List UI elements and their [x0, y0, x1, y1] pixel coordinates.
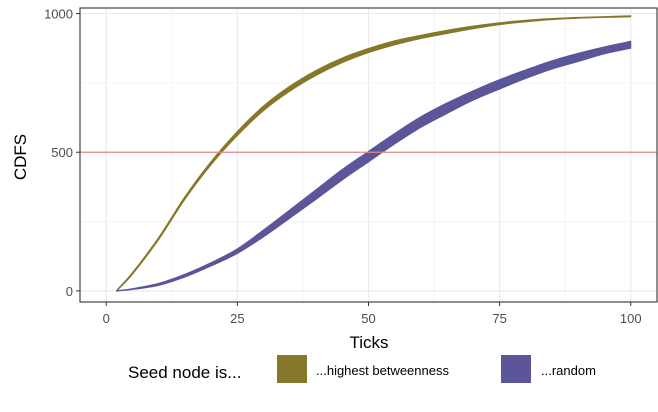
- y-tick-label: 1000: [44, 7, 73, 22]
- series-band-highest-betweenness: [116, 15, 632, 293]
- legend-swatch-highest-betweenness: [277, 355, 307, 383]
- x-axis-title: Ticks: [349, 333, 388, 352]
- legend-swatch-random: [501, 355, 531, 383]
- series-band-random: [116, 40, 632, 292]
- x-axis-ticks: 0 25 50 75 100: [103, 302, 642, 326]
- y-axis-title: CDFS: [11, 134, 30, 180]
- series-bands: [116, 15, 632, 293]
- x-tick-label: 50: [361, 311, 375, 326]
- x-tick-label: 25: [230, 311, 244, 326]
- y-tick-label: 500: [51, 145, 73, 160]
- legend: Seed node is... ...highest betweenness .…: [128, 355, 596, 383]
- x-tick-label: 0: [103, 311, 110, 326]
- x-tick-label: 75: [492, 311, 506, 326]
- legend-title: Seed node is...: [128, 363, 241, 382]
- legend-label-highest-betweenness: ...highest betweenness: [316, 363, 449, 378]
- y-tick-label: 0: [66, 284, 73, 299]
- x-tick-label: 100: [620, 311, 642, 326]
- plot-panel: [80, 8, 657, 302]
- y-axis-ticks: 0 500 1000: [44, 7, 80, 299]
- legend-label-random: ...random: [541, 363, 596, 378]
